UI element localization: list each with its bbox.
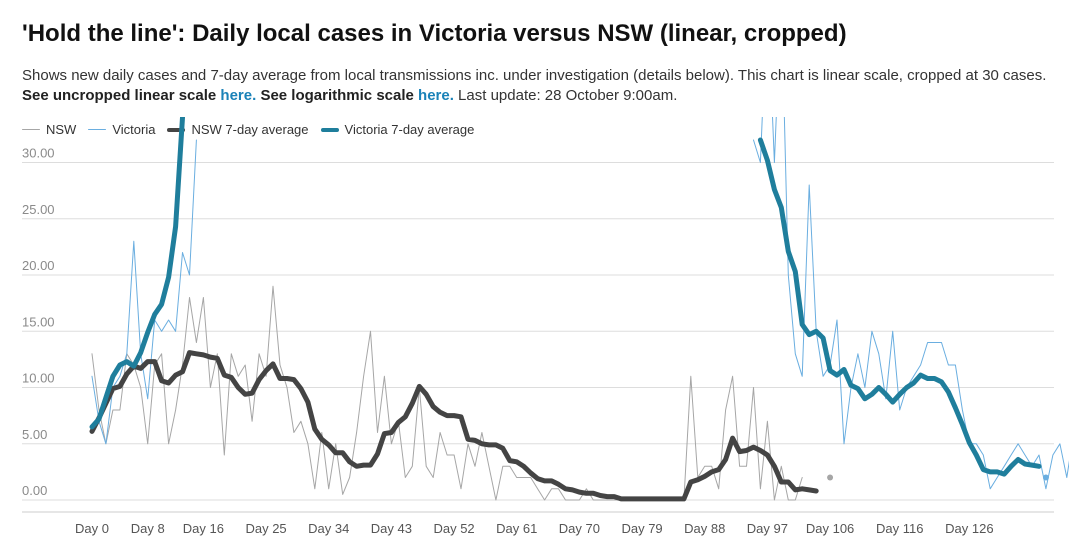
legend-item-nsw-avg[interactable]: NSW 7-day average bbox=[167, 122, 309, 137]
x-tick-label: Day 61 bbox=[496, 521, 537, 536]
x-tick-label: Day 43 bbox=[371, 521, 412, 536]
x-tick-label: Day 106 bbox=[806, 521, 854, 536]
legend-item-victoria-avg[interactable]: Victoria 7-day average bbox=[320, 122, 475, 137]
legend-swatch bbox=[167, 127, 186, 132]
last-update-text: Last update: 28 October 9:00am. bbox=[453, 87, 678, 104]
y-tick-label: 15.00 bbox=[22, 314, 55, 329]
y-tick-label: 5.00 bbox=[22, 427, 47, 442]
y-tick-label: 25.00 bbox=[22, 202, 55, 217]
legend-swatch bbox=[22, 129, 40, 130]
x-tick-label: Day 79 bbox=[621, 521, 662, 536]
legend-label: NSW bbox=[46, 122, 77, 137]
subtitle-description: Shows new daily cases and 7-day average … bbox=[22, 67, 1047, 84]
legend-label: Victoria 7-day average bbox=[344, 122, 475, 137]
chart-legend: NSW Victoria NSW 7-day average Victoria 7-d… bbox=[22, 122, 486, 137]
legend-item-victoria[interactable]: Victoria bbox=[88, 122, 155, 137]
legend-label: NSW 7-day average bbox=[191, 122, 309, 137]
y-tick-label: 20.00 bbox=[22, 258, 55, 273]
x-tick-label: Day 116 bbox=[876, 521, 923, 536]
x-tick-label: Day 16 bbox=[183, 521, 224, 536]
x-tick-label: Day 88 bbox=[684, 521, 725, 536]
uncropped-linear-link[interactable]: here. bbox=[220, 87, 257, 104]
x-tick-label: Day 25 bbox=[245, 521, 286, 536]
series-line-nsw bbox=[91, 285, 803, 501]
series-line-nsw-avg bbox=[89, 350, 819, 502]
legend-item-nsw[interactable]: NSW bbox=[22, 122, 76, 137]
series-group bbox=[89, 117, 1069, 502]
x-tick-label: Day 34 bbox=[308, 521, 349, 536]
series-line-victoria-avg bbox=[89, 117, 1042, 477]
legend-swatch bbox=[320, 127, 339, 132]
end-dot-nsw bbox=[827, 474, 834, 481]
subtitle-log-prefix: See logarithmic scale bbox=[256, 87, 419, 104]
y-tick-label: 0.00 bbox=[22, 483, 47, 498]
series-line-victoria bbox=[91, 117, 1069, 490]
y-tick-label: 10.00 bbox=[22, 371, 55, 386]
x-tick-label: Day 52 bbox=[433, 521, 474, 536]
chart-subtitle: Shows new daily cases and 7-day average … bbox=[22, 66, 1057, 106]
legend-label: Victoria bbox=[112, 122, 156, 137]
x-tick-label: Day 70 bbox=[559, 521, 600, 536]
x-tick-label: Day 97 bbox=[747, 521, 788, 536]
subtitle-uncropped-prefix: See uncropped linear scale bbox=[22, 87, 221, 104]
x-tick-label: Day 0 bbox=[75, 521, 109, 536]
legend-swatch bbox=[88, 129, 107, 130]
end-dot-victoria bbox=[1042, 474, 1049, 481]
x-tick-label: Day 126 bbox=[945, 521, 993, 536]
y-tick-label: 30.00 bbox=[22, 146, 55, 161]
logarithmic-scale-link[interactable]: here. bbox=[418, 87, 454, 104]
x-tick-label: Day 8 bbox=[131, 521, 165, 536]
chart-title: 'Hold the line': Daily local cases in Vi… bbox=[22, 20, 847, 47]
